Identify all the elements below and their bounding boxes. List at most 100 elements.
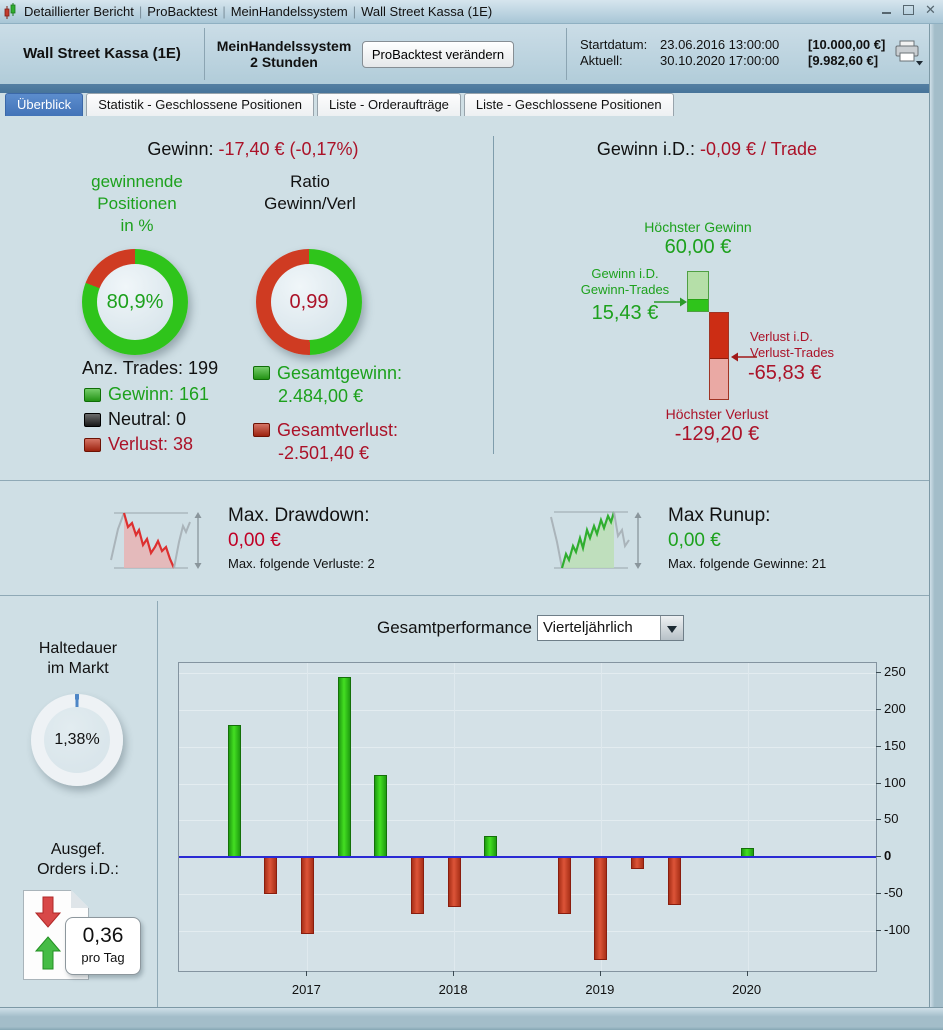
runup-chart-icon [550, 511, 642, 569]
max-loss-value: -129,20 € [674, 423, 760, 445]
total-gain-row: Gesamtgewinn: [253, 360, 402, 386]
performance-bar [594, 857, 608, 960]
current-date-label: Aktuell: [580, 53, 623, 68]
chevron-down-icon [666, 625, 677, 638]
legend-neutral: Neutral: 0 [108, 409, 187, 429]
tab-liste-geschlossene[interactable]: Liste - Geschlossene Positionen [463, 93, 674, 116]
gain-swatch-icon [84, 387, 101, 402]
performance-plot [178, 662, 877, 972]
orders-per-day-box: 0,36 pro Tag [65, 917, 141, 975]
gridline [179, 710, 876, 712]
zero-line [179, 856, 876, 859]
maximize-icon[interactable] [902, 2, 915, 17]
legend-gain: Gewinn: 161 [108, 384, 210, 404]
system-name: MeinHandelssystem [216, 38, 352, 54]
performance-bar [300, 857, 314, 935]
runup-value: 0,00 € [668, 530, 721, 551]
y-tick [876, 892, 881, 894]
legend-row: Neutral: 0 [84, 407, 209, 432]
x-tick [599, 971, 601, 976]
runup-subtitle: Max. folgende Gewinne: 21 [668, 556, 827, 571]
y-tick-label: 200 [884, 701, 906, 717]
y-tick-label: 100 [884, 774, 906, 790]
header-divider [204, 28, 205, 80]
gridline [454, 663, 456, 971]
instrument-name: Wall Street Kassa (1E) [23, 45, 181, 62]
tab-statistik[interactable]: Statistik - Geschlossene Positionen [86, 93, 314, 116]
page-fold-cut [71, 890, 89, 908]
gridline [179, 673, 876, 675]
y-tick-label: 0 [884, 848, 892, 864]
title-separator: | [222, 4, 226, 19]
holding-time-title: Haltedauer im Markt [38, 640, 118, 677]
avg-gain-value: 15,43 € [591, 302, 659, 324]
gridline [179, 930, 876, 932]
holding-time-donut: 1,38% [31, 694, 123, 786]
gridline [179, 783, 876, 785]
trading-system-name: MeinHandelssystem 2 Stunden [208, 38, 360, 70]
performance-chart: 250 200 150 100 50 0 -50 -100 2017 2018 2019 2020 [178, 662, 943, 1007]
tab-ueberblick[interactable]: Überblick [5, 93, 84, 116]
system-interval: 2 Stunden [250, 54, 318, 70]
total-gain-label: Gesamtgewinn: [277, 362, 403, 383]
current-amount: [9.982,60 €] [808, 53, 879, 68]
y-tick [876, 782, 881, 784]
total-loss-value: -2.501,40 € [278, 443, 370, 463]
period-dropdown[interactable]: Vierteljährlich [536, 615, 684, 641]
print-button[interactable] [893, 40, 924, 71]
orders-per-day-value: 0,36 [82, 924, 124, 947]
close-icon[interactable]: ✕ [925, 2, 936, 17]
avg-trade-value: -0,09 € / Trade [699, 139, 818, 159]
avg-gain-label1: Gewinn i.D. [591, 266, 659, 281]
drawdown-value: 0,00 € [228, 530, 281, 551]
profit-label: Gewinn: [147, 139, 214, 159]
executed-orders-title: Ausgef. Orders i.D.: [37, 841, 119, 878]
avg-gain-label2: Gewinn-Trades [580, 282, 670, 297]
y-tick [876, 929, 881, 931]
avg-gain-segment [688, 299, 708, 311]
performance-header: Gesamtperformance Vierteljährlich [377, 614, 684, 642]
dropdown-button[interactable] [659, 616, 683, 640]
order-arrows-icon [34, 896, 62, 970]
y-tick-label: -50 [884, 884, 903, 900]
section-divider [0, 480, 929, 481]
ratio-title: Ratio Gewinn/Verl [264, 172, 356, 213]
tab-liste-orderauftraege[interactable]: Liste - Orderaufträge [316, 93, 461, 116]
probacktest-edit-button[interactable]: ProBacktest verändern [362, 41, 514, 68]
trades-legend: Gewinn: 161 Neutral: 0 Verlust: 38 [84, 382, 209, 457]
x-tick [306, 971, 308, 976]
total-loss-label: Gesamtverlust: [277, 419, 399, 440]
gridline [307, 663, 309, 971]
vertical-divider [157, 601, 158, 1007]
y-tick [876, 856, 881, 858]
runup-title: Max Runup: [668, 505, 771, 526]
minimize-icon[interactable] [880, 2, 893, 17]
winning-pct-value: 80,9% [106, 290, 164, 313]
avg-loss-label1: Verlust i.D. [750, 329, 813, 344]
performance-bar [631, 857, 645, 869]
winning-positions-donut: 80,9% [82, 249, 188, 355]
frame-border [929, 24, 930, 1008]
y-tick [876, 672, 881, 674]
drawdown-title: Max. Drawdown: [228, 505, 370, 526]
performance-bar [557, 857, 571, 915]
performance-bar [337, 676, 351, 858]
performance-bar [667, 857, 681, 905]
title-segment: Wall Street Kassa (1E) [361, 4, 493, 19]
performance-bar [410, 857, 424, 914]
gridline [179, 893, 876, 895]
holding-time-value: 1,38% [54, 731, 100, 748]
y-tick-label: 150 [884, 737, 906, 753]
performance-title: Gesamtperformance [377, 618, 532, 637]
total-loss-row: Gesamtverlust: [253, 417, 402, 443]
title-segment: MeinHandelssystem [230, 4, 348, 19]
gain-range-bar [687, 271, 709, 312]
gridline [179, 746, 876, 748]
avg-trade-title: Gewinn i.D.: -0,09 € / Trade [507, 139, 907, 160]
printer-icon [895, 40, 923, 66]
loss-swatch-icon [84, 437, 101, 452]
header-separator-band [0, 84, 943, 93]
vertical-divider [493, 136, 494, 454]
performance-bar [374, 774, 388, 858]
x-axis-year-label: 2017 [291, 982, 321, 997]
